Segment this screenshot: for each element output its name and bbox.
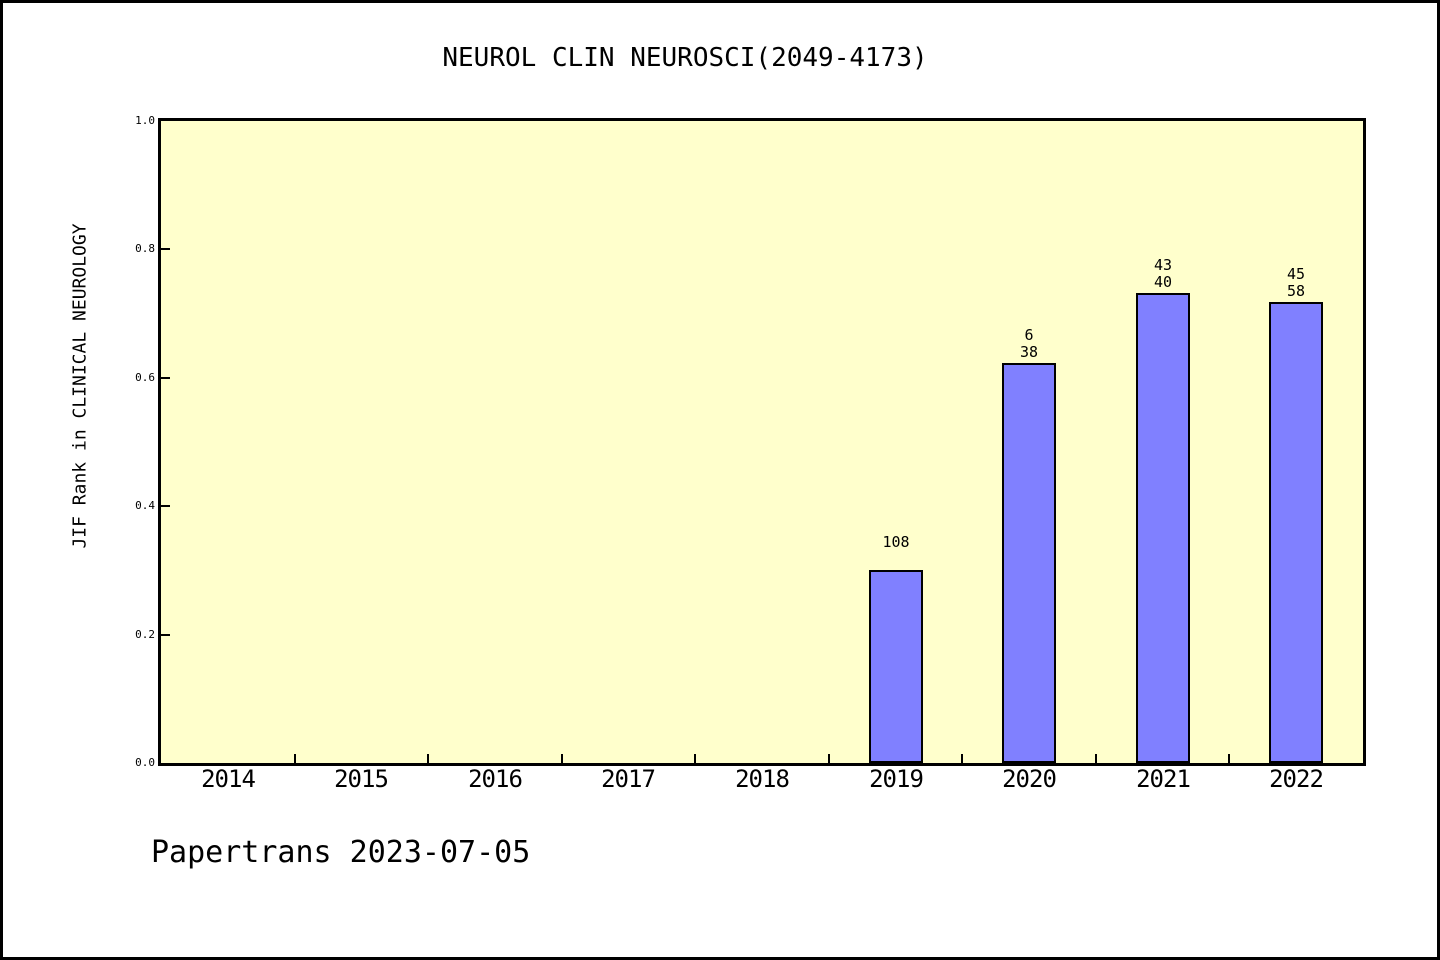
plot-area: 108 6 38 43 40 45 58 — [158, 118, 1366, 766]
y-tick-label: 0.2 — [135, 628, 155, 641]
bar-2021 — [1136, 293, 1190, 763]
y-tick-label: 0.4 — [135, 499, 155, 512]
footer-source-note: Papertrans 2023-07-05 — [151, 835, 531, 870]
x-tick-mark — [294, 754, 296, 763]
x-tick-label-2019: 2019 — [869, 765, 924, 793]
bar-value-label-2020: 6 38 — [1020, 327, 1038, 361]
y-tick-label: 0.6 — [135, 371, 155, 384]
y-tick-mark — [161, 377, 170, 379]
y-tick-label: 1.0 — [135, 114, 155, 127]
x-tick-label-2020: 2020 — [1002, 765, 1057, 793]
x-tick-label-2022: 2022 — [1269, 765, 1324, 793]
x-tick-label-2021: 2021 — [1136, 765, 1191, 793]
bar-value-line: 45 — [1286, 265, 1306, 283]
x-tick-mark — [828, 754, 830, 763]
y-tick-label: 0.0 — [135, 756, 155, 769]
bar-2020 — [1002, 363, 1056, 763]
x-tick-mark — [1228, 754, 1230, 763]
bar-value-line: 6 — [1024, 326, 1034, 344]
chart-title: NEUROL CLIN NEUROSCI(2049-4173) — [442, 43, 928, 73]
bar-value-line: 58 — [1286, 282, 1306, 300]
y-tick-mark — [161, 505, 170, 507]
x-tick-mark — [561, 754, 563, 763]
y-tick-label: 0.8 — [135, 242, 155, 255]
bar-value-label-2022: 45 58 — [1287, 266, 1305, 300]
bar-value-line: 38 — [1019, 343, 1039, 361]
x-tick-mark — [694, 754, 696, 763]
x-tick-mark — [1095, 754, 1097, 763]
x-tick-mark — [961, 754, 963, 763]
bar-value-line: 108 — [882, 533, 910, 551]
bar-value-line: 43 — [1153, 256, 1173, 274]
bar-value-label-2021: 43 40 — [1154, 257, 1172, 291]
bar-value-label-2019: 108 — [882, 534, 909, 551]
x-tick-label-2016: 2016 — [468, 765, 523, 793]
y-tick-mark — [161, 248, 170, 250]
x-tick-label-2017: 2017 — [601, 765, 656, 793]
y-tick-mark — [161, 634, 170, 636]
x-tick-label-2018: 2018 — [735, 765, 790, 793]
y-axis-title: JIF Rank in CLINICAL NEUROLOGY — [69, 223, 91, 549]
bar-2019 — [869, 570, 923, 763]
x-tick-mark — [427, 754, 429, 763]
bar-value-line: 40 — [1153, 273, 1173, 291]
x-tick-label-2015: 2015 — [334, 765, 389, 793]
x-tick-label-2014: 2014 — [201, 765, 256, 793]
bar-2022 — [1269, 302, 1323, 763]
